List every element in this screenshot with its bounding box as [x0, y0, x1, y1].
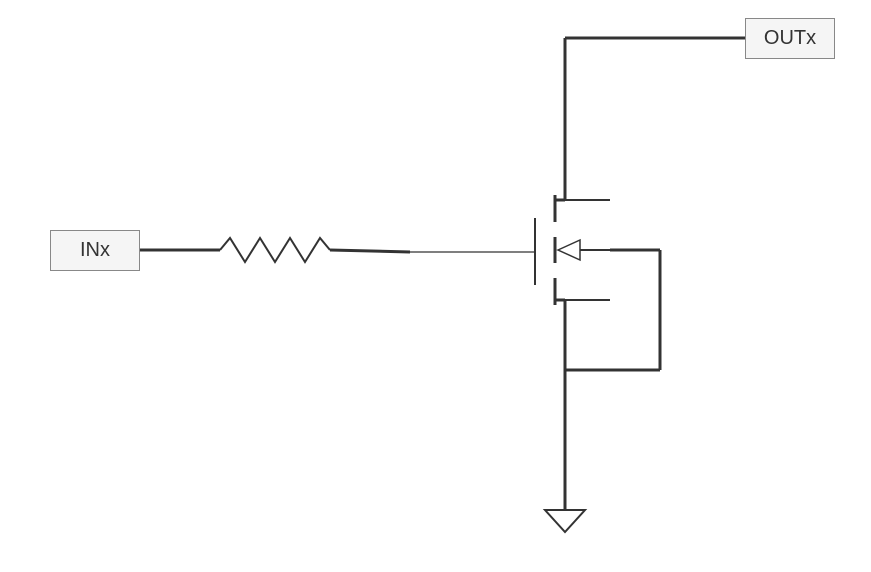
- gate-wire-thick: [330, 250, 410, 252]
- circuit-diagram: [0, 0, 871, 572]
- resistor: [220, 238, 330, 262]
- mosfet-body-arrow: [558, 240, 580, 260]
- ground-symbol: [545, 510, 585, 532]
